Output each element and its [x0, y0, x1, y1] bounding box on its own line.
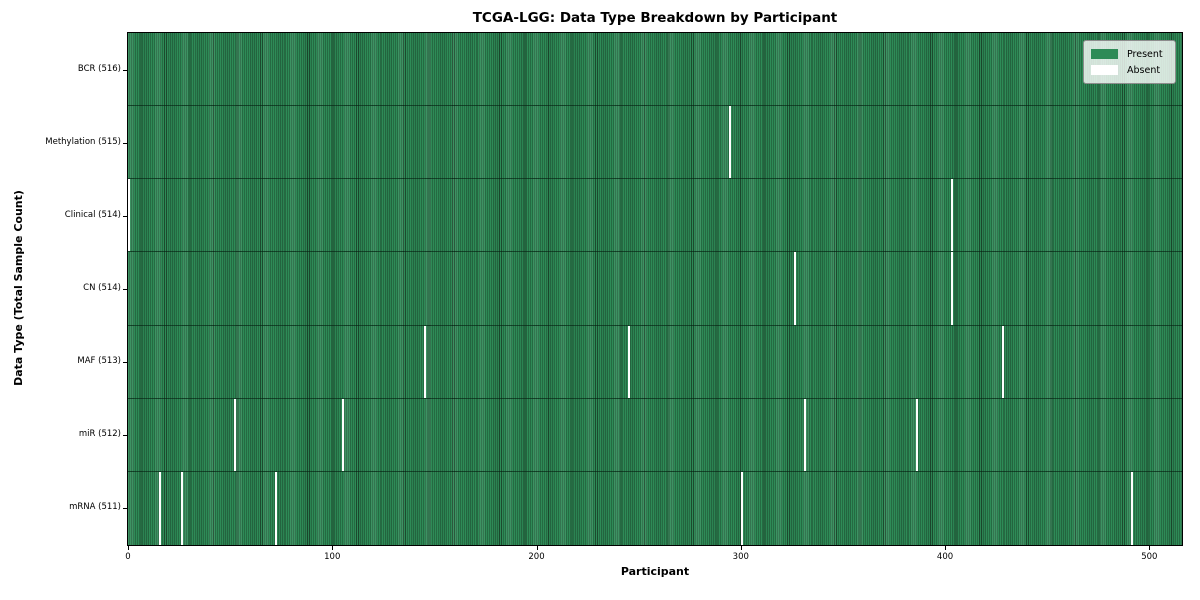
heatmap-row-clinical	[128, 179, 1182, 253]
y-tick-mark	[123, 69, 127, 71]
y-tick-label: BCR (516)	[77, 63, 121, 74]
absent-gap	[181, 471, 184, 545]
x-tick-mark	[945, 546, 947, 550]
y-tick-mark	[123, 508, 127, 510]
y-tick-mark	[123, 362, 127, 364]
y-tick-label: MAF (513)	[77, 356, 121, 367]
absent-gap	[234, 398, 237, 471]
plot-area: Present Absent	[127, 32, 1183, 546]
legend-swatch-present	[1091, 49, 1118, 59]
absent-gap	[728, 106, 731, 179]
absent-gap	[1130, 471, 1133, 545]
absent-gap	[628, 325, 631, 398]
heatmap-row-bcr	[128, 33, 1182, 107]
absent-gap	[951, 252, 954, 325]
absent-gap	[951, 179, 954, 252]
x-tick-label: 500	[1141, 552, 1158, 562]
y-tick-mark	[123, 215, 127, 217]
heatmap-rows	[128, 33, 1182, 545]
y-tick-label: CN (514)	[83, 283, 121, 293]
y-tick-label: mRNA (511)	[69, 502, 121, 513]
y-tick-mark	[123, 289, 127, 290]
absent-gap	[128, 179, 130, 252]
absent-gap	[804, 398, 807, 471]
legend-swatch-absent	[1091, 65, 1118, 75]
x-tick-label: 100	[324, 552, 341, 562]
absent-gap	[275, 471, 278, 545]
x-tick-mark	[332, 546, 334, 550]
x-tick-label: 300	[732, 552, 749, 562]
absent-gap	[342, 398, 345, 471]
x-tick-mark	[536, 546, 538, 550]
legend: Present Absent	[1083, 40, 1176, 84]
y-tick-label: Methylation (515)	[45, 136, 121, 147]
x-tick-label: 0	[125, 552, 131, 562]
absent-gap	[916, 398, 919, 471]
heatmap-row-mrna	[128, 471, 1182, 545]
x-tick-label: 200	[528, 552, 545, 562]
x-axis-label: Participant	[620, 565, 690, 578]
chart-title: TCGA-LGG: Data Type Breakdown by Partici…	[472, 10, 838, 26]
heatmap-row-methylation	[128, 106, 1182, 180]
x-tick-label: 400	[936, 552, 954, 562]
absent-gap	[740, 471, 743, 545]
legend-label-absent: Absent	[1127, 64, 1161, 76]
heatmap-row-maf	[128, 325, 1182, 399]
legend-label-present: Present	[1127, 48, 1163, 60]
y-tick-mark	[123, 435, 127, 437]
legend-item-present: Present	[1091, 46, 1168, 62]
x-tick-mark	[128, 546, 129, 550]
y-tick-label: Clinical (514)	[64, 209, 121, 220]
heatmap-row-mir	[128, 398, 1182, 472]
y-tick-mark	[123, 142, 127, 144]
y-tick-label: miR (512)	[78, 429, 121, 440]
legend-item-absent: Absent	[1091, 62, 1168, 78]
x-tick-mark	[740, 546, 742, 550]
absent-gap	[158, 471, 161, 545]
x-tick-mark	[1149, 546, 1151, 550]
absent-gap	[424, 325, 427, 398]
absent-gap	[793, 252, 796, 325]
heatmap-row-cn	[128, 252, 1182, 326]
absent-gap	[1002, 325, 1005, 398]
